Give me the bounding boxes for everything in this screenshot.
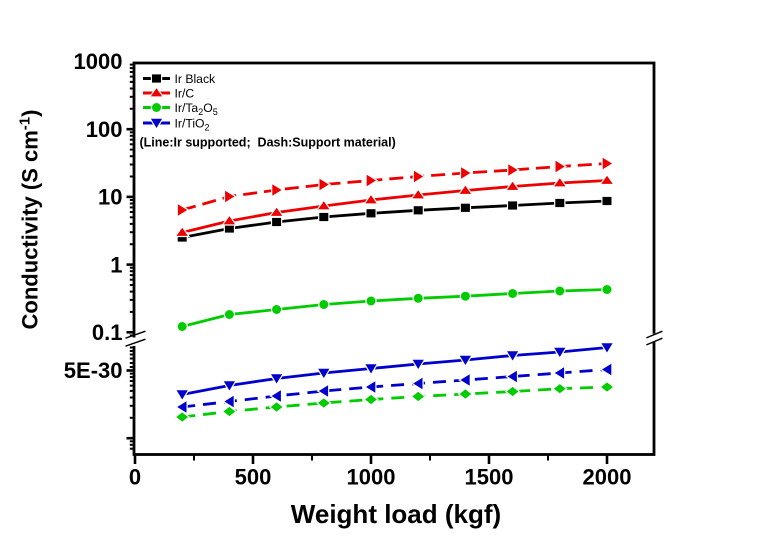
svg-text:Ir Black: Ir Black xyxy=(175,72,217,86)
svg-text:0: 0 xyxy=(129,465,141,490)
svg-text:Weight load (kgf): Weight load (kgf) xyxy=(291,499,501,529)
svg-text:1000: 1000 xyxy=(74,49,123,74)
svg-text:2000: 2000 xyxy=(583,465,632,490)
svg-text:Ir/TiO2: Ir/TiO2 xyxy=(175,117,210,133)
svg-text:5E-30: 5E-30 xyxy=(64,358,123,383)
svg-text:Ir/C: Ir/C xyxy=(175,87,195,101)
svg-text:10: 10 xyxy=(98,185,122,210)
svg-text:1: 1 xyxy=(110,252,122,277)
svg-text:500: 500 xyxy=(235,465,272,490)
svg-text:0.1: 0.1 xyxy=(92,320,123,345)
svg-text:(Line:Ir supported; Dash:Supp: (Line:Ir supported; Dash:Support materia… xyxy=(140,136,396,150)
svg-text:100: 100 xyxy=(86,117,123,142)
svg-text:Ir/Ta2O5: Ir/Ta2O5 xyxy=(175,101,218,117)
svg-text:1000: 1000 xyxy=(347,465,396,490)
svg-text:Conductivity (S cm-1): Conductivity (S cm-1) xyxy=(17,110,43,330)
svg-text:1500: 1500 xyxy=(465,465,514,490)
